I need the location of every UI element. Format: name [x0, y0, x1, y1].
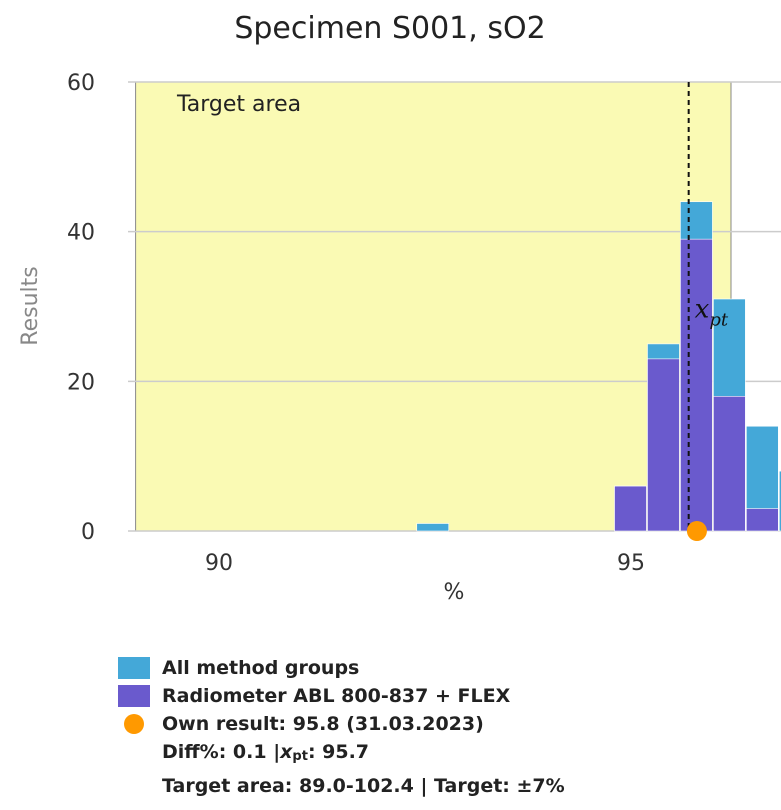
diff-sub: pt: [292, 748, 308, 764]
y-axis-label: Results: [18, 266, 43, 345]
legend-method: Radiometer ABL 800-837 + FLEX: [118, 682, 565, 710]
y-tick-label: 60: [67, 71, 95, 96]
legend: All method groups Radiometer ABL 800-837…: [118, 654, 565, 800]
x-axis-ticks: 9095100: [205, 551, 645, 576]
diff-suffix: : 95.7: [307, 741, 370, 763]
diff-x: x: [280, 741, 293, 763]
legend-all-groups: All method groups: [118, 654, 565, 682]
chart-title: Specimen S001, sO2: [234, 11, 545, 46]
y-tick-label: 40: [67, 221, 95, 246]
y-tick-label: 20: [67, 370, 95, 395]
x-axis-label: %: [444, 580, 465, 605]
x-tick-label: 95: [617, 551, 645, 576]
bar-radiometer: [680, 238, 713, 532]
method-swatch: [118, 685, 150, 707]
legend-target-label: Target area: 89.0-102.4 | Target: ±7%: [162, 775, 565, 797]
bar-radiometer: [647, 358, 680, 532]
all-groups-swatch: [118, 657, 150, 679]
legend-diff: Diff%: 0.1 | x pt: 95.7: [118, 738, 565, 766]
bar-radiometer: [614, 485, 647, 532]
bar-radiometer: [746, 508, 779, 532]
bar-all-method-groups: [779, 470, 781, 532]
own-result-marker: [686, 521, 707, 541]
legend-own-label: Own result: 95.8 (31.03.2023): [162, 713, 484, 735]
legend-all-groups-label: All method groups: [162, 657, 360, 679]
y-tick-label: 0: [81, 520, 95, 545]
diff-prefix: Diff%: 0.1 |: [162, 741, 281, 763]
x-tick-label: 90: [205, 551, 233, 576]
legend-own-result: Own result: 95.8 (31.03.2023): [118, 710, 565, 738]
xpt-label: xpt: [695, 295, 729, 331]
y-axis-ticks: 0 20 40 60: [67, 71, 95, 545]
bar-all-method-groups: [416, 523, 450, 532]
own-result-dot: [124, 714, 144, 734]
legend-target: Target area: 89.0-102.4 | Target: ±7%: [118, 772, 565, 800]
bars-radiometer: [614, 238, 779, 532]
histogram-chart: Specimen S001, sO2 Target area xpt 0 20 40…: [18, 11, 781, 605]
bar-radiometer: [713, 395, 746, 532]
target-area-label: Target area: [176, 92, 301, 117]
target-area: [135, 81, 732, 532]
legend-method-label: Radiometer ABL 800-837 + FLEX: [162, 685, 511, 707]
